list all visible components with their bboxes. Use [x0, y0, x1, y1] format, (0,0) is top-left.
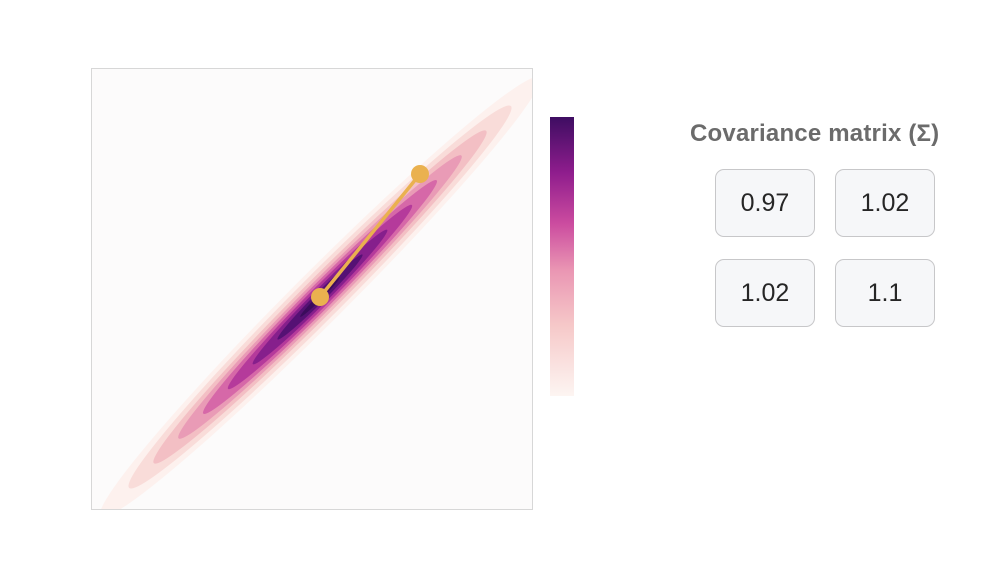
matrix-title: Covariance matrix (Σ) [690, 120, 940, 147]
matrix-cell-1-1[interactable]: 1.1 [835, 259, 935, 327]
density-contours [100, 77, 532, 509]
vector-origin-handle[interactable] [311, 288, 329, 306]
matrix-cell-1-0[interactable]: 1.02 [715, 259, 815, 327]
matrix-cell-0-0[interactable]: 0.97 [715, 169, 815, 237]
eigen-vector-line [318, 172, 422, 299]
colorbar-gradient [550, 117, 574, 396]
covariance-matrix-panel: Covariance matrix (Σ) [680, 120, 980, 164]
colorbar [550, 117, 574, 396]
vector-end-handle[interactable] [411, 165, 429, 183]
matrix-cell-0-1[interactable]: 1.02 [835, 169, 935, 237]
density-plot [91, 68, 533, 510]
